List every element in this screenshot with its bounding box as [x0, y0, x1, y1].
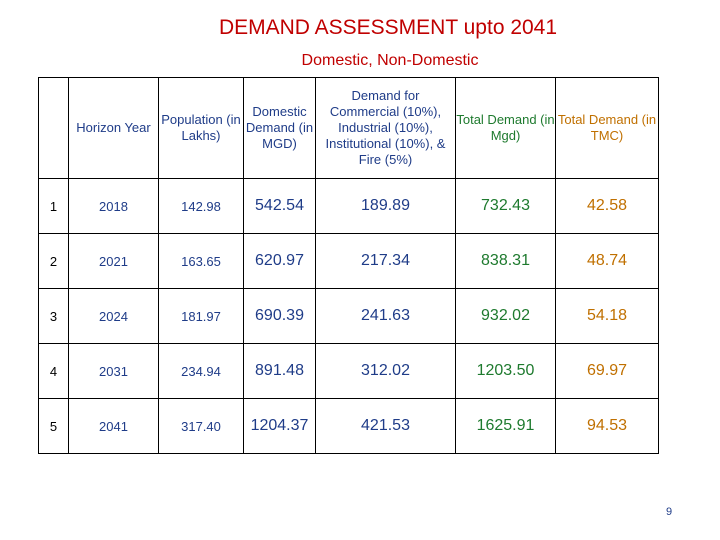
- header-non-domestic-demand: Demand for Commercial (10%), Industrial …: [315, 77, 456, 179]
- cell-non-domestic: 312.02: [315, 343, 456, 399]
- cell-year: 2031: [68, 343, 159, 399]
- cell-domestic: 690.39: [243, 288, 316, 344]
- cell-sno: 3: [38, 288, 69, 344]
- cell-sno: 2: [38, 233, 69, 289]
- cell-domestic: 891.48: [243, 343, 316, 399]
- header-sno: [38, 77, 69, 179]
- page-number: 9: [666, 506, 673, 518]
- cell-total-tmc: 48.74: [555, 233, 659, 289]
- cell-population: 163.65: [158, 233, 244, 289]
- cell-total-mgd: 1625.91: [455, 398, 556, 454]
- cell-domestic: 620.97: [243, 233, 316, 289]
- cell-population: 234.94: [158, 343, 244, 399]
- header-horizon-year: Horizon Year: [68, 77, 159, 179]
- table-row: 3 2024 181.97 690.39 241.63 932.02 54.18: [38, 288, 659, 344]
- cell-year: 2041: [68, 398, 159, 454]
- header-total-demand-tmc: Total Demand (in TMC): [555, 77, 659, 179]
- table-row: 1 2018 142.98 542.54 189.89 732.43 42.58: [38, 178, 659, 234]
- cell-total-mgd: 732.43: [455, 178, 556, 234]
- cell-domestic: 1204.37: [243, 398, 316, 454]
- cell-sno: 1: [38, 178, 69, 234]
- page-title: DEMAND ASSESSMENT upto 2041: [218, 16, 558, 39]
- cell-population: 317.40: [158, 398, 244, 454]
- table-row: 5 2041 317.40 1204.37 421.53 1625.91 94.…: [38, 398, 659, 454]
- cell-total-tmc: 69.97: [555, 343, 659, 399]
- cell-sno: 4: [38, 343, 69, 399]
- cell-year: 2021: [68, 233, 159, 289]
- cell-year: 2018: [68, 178, 159, 234]
- cell-total-mgd: 1203.50: [455, 343, 556, 399]
- cell-non-domestic: 189.89: [315, 178, 456, 234]
- cell-total-tmc: 94.53: [555, 398, 659, 454]
- cell-sno: 5: [38, 398, 69, 454]
- cell-population: 142.98: [158, 178, 244, 234]
- table-header-row: Horizon Year Population (in Lakhs) Domes…: [38, 77, 659, 179]
- cell-non-domestic: 421.53: [315, 398, 456, 454]
- cell-total-mgd: 932.02: [455, 288, 556, 344]
- cell-population: 181.97: [158, 288, 244, 344]
- header-population: Population (in Lakhs): [158, 77, 244, 179]
- page-subtitle: Domestic, Non-Domestic: [301, 52, 479, 69]
- cell-total-tmc: 42.58: [555, 178, 659, 234]
- cell-year: 2024: [68, 288, 159, 344]
- cell-total-tmc: 54.18: [555, 288, 659, 344]
- cell-non-domestic: 241.63: [315, 288, 456, 344]
- header-total-demand-mgd: Total Demand (in Mgd): [455, 77, 556, 179]
- cell-domestic: 542.54: [243, 178, 316, 234]
- demand-table: Horizon Year Population (in Lakhs) Domes…: [38, 77, 659, 454]
- cell-non-domestic: 217.34: [315, 233, 456, 289]
- cell-total-mgd: 838.31: [455, 233, 556, 289]
- header-domestic-demand: Domestic Demand (in MGD): [243, 77, 316, 179]
- table-row: 4 2031 234.94 891.48 312.02 1203.50 69.9…: [38, 343, 659, 399]
- table-row: 2 2021 163.65 620.97 217.34 838.31 48.74: [38, 233, 659, 289]
